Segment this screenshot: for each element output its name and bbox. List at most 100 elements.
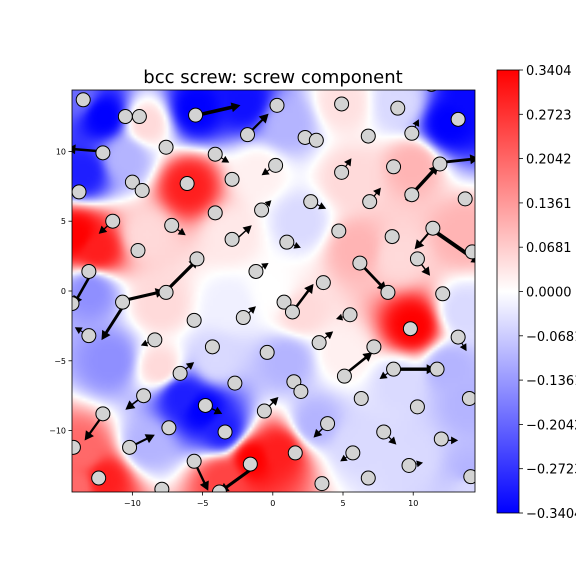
y-tick-label: 10 — [56, 147, 66, 156]
atom-marker — [122, 439, 138, 455]
atom-marker — [426, 90, 437, 92]
atom-marker — [186, 453, 202, 469]
atom-marker — [154, 481, 170, 492]
plot-area: −10 −5 0 5 10 −10 −5 0 5 10 — [49, 89, 476, 508]
atom-marker — [115, 294, 131, 310]
atom-marker — [81, 328, 97, 344]
colorbar-tick-label: 0.2042 — [526, 153, 572, 168]
atom-marker — [352, 255, 368, 271]
atom-marker — [188, 107, 204, 123]
atom-marker — [390, 100, 406, 116]
atom-marker — [404, 125, 420, 141]
atom-marker — [224, 171, 240, 187]
atom-marker — [72, 184, 87, 200]
atom-marker — [268, 157, 284, 173]
atom-marker — [425, 220, 441, 236]
atom-marker — [386, 361, 402, 377]
atom-marker — [463, 469, 475, 485]
atom-marker — [240, 127, 256, 143]
atom-marker — [433, 431, 449, 447]
atom-marker — [164, 217, 180, 233]
x-tick-label: −5 — [197, 499, 209, 508]
atom-marker — [197, 397, 213, 413]
atom-marker — [217, 424, 233, 440]
atom-marker — [450, 111, 466, 127]
atom-marker — [331, 223, 347, 239]
atom-marker — [303, 194, 319, 210]
atom-marker — [161, 420, 177, 436]
atom-marker — [207, 205, 223, 221]
atom-marker — [308, 132, 324, 148]
atom-marker — [360, 128, 376, 144]
chart-title: bcc screw: screw component — [143, 67, 402, 88]
atom-marker — [207, 146, 223, 162]
atom-marker — [279, 234, 295, 250]
atom-marker — [287, 445, 303, 461]
atom-marker — [147, 332, 163, 348]
atom-marker — [320, 416, 336, 432]
atom-marker — [353, 390, 369, 406]
atom-marker — [95, 406, 111, 422]
atom-marker — [269, 97, 285, 113]
colorbar-tick-label: 0.0681 — [526, 241, 572, 256]
atom-marker — [429, 361, 445, 377]
atom-marker — [432, 156, 448, 172]
atom-marker — [384, 229, 400, 245]
atom-marker — [248, 263, 264, 279]
atom-marker — [401, 457, 417, 473]
atom-marker — [376, 424, 392, 440]
x-tick-label: 5 — [340, 499, 345, 508]
colorbar-tick-label: −0.1361 — [526, 374, 576, 389]
atom-marker — [360, 470, 376, 486]
colorbar-ticks: 0.3404 0.2723 0.2042 0.1361 0.0681 0.0000 −0.0… — [519, 64, 576, 522]
colorbar-tick-label: 0.3404 — [526, 64, 572, 79]
atom-marker — [186, 312, 202, 328]
atom-marker — [134, 183, 150, 198]
atom-marker — [235, 310, 251, 326]
atom-marker — [366, 339, 382, 355]
atom-marker — [158, 284, 174, 300]
atom-marker — [136, 388, 152, 404]
atom-layer — [72, 90, 475, 492]
atom-marker — [158, 139, 174, 155]
atom-marker — [293, 384, 309, 399]
atom-marker — [435, 286, 451, 302]
atom-marker — [311, 335, 327, 351]
atom-marker — [224, 231, 240, 247]
atom-marker — [211, 484, 227, 492]
atom-marker — [362, 194, 378, 210]
colorbar-tick-label: 0.0000 — [526, 286, 572, 301]
atom-marker — [404, 187, 420, 203]
colorbar-tick-label: −0.3404 — [526, 507, 576, 522]
atom-marker — [189, 251, 205, 267]
y-tick-label: −10 — [49, 427, 66, 436]
atom-marker — [284, 304, 300, 320]
atom-marker — [276, 294, 292, 310]
atom-marker — [91, 470, 107, 486]
atom-marker — [314, 476, 330, 492]
colorbar-tick-label: 0.1361 — [526, 197, 572, 212]
atom-marker — [72, 439, 81, 455]
atom-marker — [380, 284, 396, 300]
atom-marker — [204, 339, 220, 355]
atom-marker — [179, 176, 195, 192]
atom-marker — [81, 263, 97, 279]
colorbar-tick-label: −0.2042 — [526, 418, 576, 433]
colorbar-tick-label: 0.2723 — [526, 108, 572, 123]
y-tick-label: −5 — [54, 357, 66, 366]
atom-marker — [461, 390, 475, 406]
atom-marker — [450, 329, 466, 345]
atom-marker — [345, 445, 361, 461]
x-tick-label: 0 — [270, 499, 275, 508]
atom-marker — [227, 375, 243, 391]
atom-marker — [259, 344, 275, 360]
y-tick-label: 0 — [61, 287, 66, 296]
atom-marker — [95, 145, 111, 161]
atom-marker — [124, 174, 140, 190]
atom-marker — [256, 403, 272, 419]
atom-marker — [342, 307, 358, 323]
colorbar-tick-label: −0.2723 — [526, 463, 576, 478]
atom-marker — [117, 109, 133, 125]
atom-marker — [130, 243, 146, 259]
